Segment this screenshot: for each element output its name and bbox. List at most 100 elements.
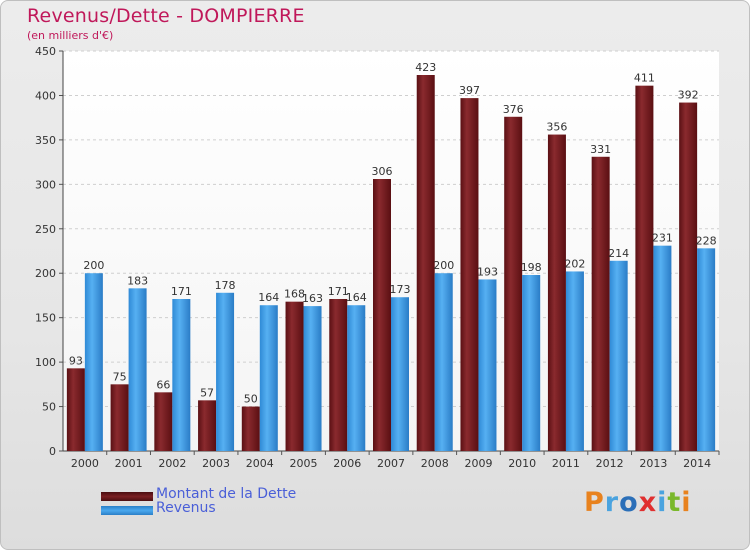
chart-title: Revenus/Dette - DOMPIERRE bbox=[27, 5, 305, 27]
chart-subtitle: (en milliers d'€) bbox=[27, 29, 114, 42]
bar-revenus bbox=[216, 292, 235, 451]
x-tick-label: 2002 bbox=[158, 457, 186, 470]
data-label-dette: 306 bbox=[372, 165, 393, 178]
x-tick-label: 2006 bbox=[333, 457, 361, 470]
data-label-dette: 331 bbox=[590, 143, 611, 156]
x-tick-label: 2007 bbox=[377, 457, 405, 470]
bar-revenus bbox=[391, 297, 409, 451]
data-label-dette: 376 bbox=[503, 103, 524, 116]
x-tick-label: 2005 bbox=[290, 457, 318, 470]
x-tick-label: 2008 bbox=[421, 457, 449, 470]
y-tick-label: 50 bbox=[42, 401, 56, 414]
bar-revenus bbox=[565, 271, 584, 451]
data-label-dette: 356 bbox=[546, 121, 567, 134]
x-tick-label: 2014 bbox=[683, 457, 711, 470]
data-label-dette: 57 bbox=[200, 386, 214, 399]
data-label-revenus: 164 bbox=[346, 291, 367, 304]
bar-dette bbox=[198, 400, 217, 451]
bar-revenus bbox=[303, 306, 322, 451]
bar-revenus bbox=[128, 288, 147, 451]
bar-dette bbox=[635, 85, 654, 452]
y-tick-label: 100 bbox=[35, 356, 56, 369]
logo-letter: o bbox=[619, 487, 639, 518]
logo-letter: i bbox=[657, 487, 668, 518]
bar-dette bbox=[154, 392, 173, 451]
data-label-dette: 75 bbox=[113, 370, 127, 383]
logo-letter: x bbox=[638, 487, 658, 518]
data-label-dette: 171 bbox=[328, 285, 349, 298]
data-label-dette: 168 bbox=[284, 288, 305, 301]
data-label-dette: 423 bbox=[415, 61, 436, 74]
bar-dette bbox=[66, 368, 85, 451]
y-tick-label: 150 bbox=[35, 312, 56, 325]
data-label-revenus: 200 bbox=[83, 259, 104, 272]
bar-revenus bbox=[522, 275, 541, 451]
bar-dette bbox=[373, 179, 391, 451]
data-label-revenus: 228 bbox=[696, 234, 717, 247]
bar-revenus bbox=[478, 279, 497, 451]
bar-revenus bbox=[347, 305, 366, 451]
data-label-revenus: 163 bbox=[302, 292, 323, 305]
data-label-dette: 93 bbox=[69, 354, 83, 367]
legend-swatch-revenus bbox=[101, 506, 153, 515]
bar-revenus bbox=[434, 273, 453, 451]
data-label-revenus: 164 bbox=[258, 291, 279, 304]
bar-dette bbox=[241, 406, 260, 451]
bar-revenus bbox=[609, 260, 628, 451]
data-label-revenus: 231 bbox=[652, 232, 673, 245]
data-label-revenus: 183 bbox=[127, 274, 148, 287]
bar-dette bbox=[460, 98, 479, 451]
logo-letter: t bbox=[667, 487, 682, 518]
bar-dette bbox=[504, 116, 523, 452]
x-tick-label: 2001 bbox=[115, 457, 143, 470]
x-tick-label: 2013 bbox=[639, 457, 667, 470]
data-label-dette: 66 bbox=[156, 378, 170, 391]
y-tick-label: 200 bbox=[35, 267, 56, 280]
legend-swatch-dette bbox=[101, 492, 153, 501]
bar-revenus bbox=[697, 248, 716, 451]
legend-label-revenus: Revenus bbox=[156, 500, 216, 516]
logo-letter: r bbox=[604, 487, 620, 518]
x-tick-label: 2000 bbox=[71, 457, 99, 470]
bar-dette bbox=[416, 75, 435, 451]
data-label-dette: 397 bbox=[459, 84, 480, 97]
bar-dette bbox=[285, 301, 304, 451]
data-label-revenus: 198 bbox=[521, 261, 542, 274]
data-label-dette: 411 bbox=[634, 72, 655, 85]
bar-dette bbox=[591, 156, 610, 451]
y-tick-label: 250 bbox=[35, 223, 56, 236]
bar-dette bbox=[329, 299, 348, 451]
data-label-revenus: 171 bbox=[171, 285, 192, 298]
y-tick-label: 400 bbox=[35, 89, 56, 102]
bar-dette bbox=[679, 102, 698, 452]
logo-letter: P bbox=[584, 487, 605, 518]
bar-revenus bbox=[84, 273, 103, 451]
y-tick-label: 300 bbox=[35, 178, 56, 191]
data-label-revenus: 173 bbox=[390, 283, 411, 296]
data-label-revenus: 202 bbox=[564, 257, 585, 270]
y-tick-label: 450 bbox=[35, 45, 56, 58]
data-label-revenus: 200 bbox=[433, 259, 454, 272]
x-tick-label: 2009 bbox=[464, 457, 492, 470]
legend-label-dette: Montant de la Dette bbox=[156, 486, 297, 502]
x-tick-label: 2004 bbox=[246, 457, 274, 470]
y-tick-label: 0 bbox=[49, 445, 56, 458]
bar-revenus bbox=[172, 299, 191, 451]
x-tick-label: 2010 bbox=[508, 457, 536, 470]
bar-dette bbox=[547, 134, 566, 452]
data-label-revenus: 178 bbox=[215, 279, 236, 292]
data-label-dette: 392 bbox=[678, 89, 699, 102]
bar-dette bbox=[110, 384, 129, 451]
y-tick-label: 350 bbox=[35, 134, 56, 147]
x-tick-label: 2012 bbox=[596, 457, 624, 470]
data-label-dette: 50 bbox=[244, 393, 258, 406]
x-tick-label: 2011 bbox=[552, 457, 580, 470]
data-label-revenus: 193 bbox=[477, 265, 498, 278]
data-label-revenus: 214 bbox=[608, 247, 629, 260]
logo-letter: i bbox=[681, 487, 692, 518]
x-tick-label: 2003 bbox=[202, 457, 230, 470]
bar-revenus bbox=[259, 305, 278, 451]
bar-revenus bbox=[653, 245, 672, 451]
